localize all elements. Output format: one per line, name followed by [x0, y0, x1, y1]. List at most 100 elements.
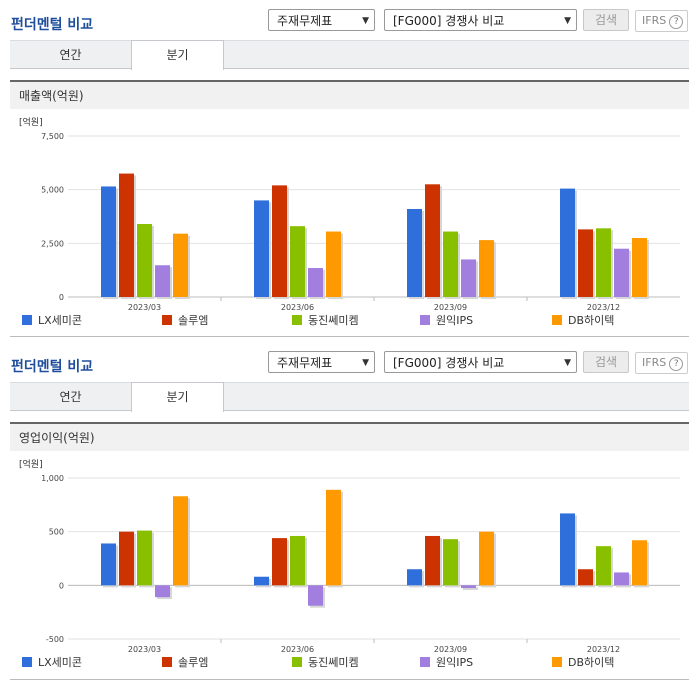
- x-tick-label: 2023/03: [128, 645, 161, 654]
- bar: [632, 237, 647, 297]
- y-tick-label: -500: [46, 635, 64, 644]
- ifrs-help-button[interactable]: IFRS?: [635, 352, 688, 374]
- legend-item[interactable]: 원익IPS: [420, 655, 473, 671]
- bar: [173, 233, 188, 297]
- help-icon: ?: [669, 357, 684, 371]
- x-tick-label: 2023/12: [587, 303, 620, 312]
- bar: [101, 543, 116, 586]
- section-divider: [10, 336, 689, 337]
- bar: [425, 184, 440, 297]
- legend-swatch: [552, 657, 562, 667]
- chart-panel-title: 영업이익(억원): [10, 422, 689, 451]
- fundamental-section-2: 펀더멘털 비교 주재무제표 ▼ [FG000] 경쟁사 비교 ▼ 검색 IFRS? …: [0, 342, 696, 684]
- chart-legend: LX세미콘 솔루엠 동진쎄미켐 원익IPS DB하이텍: [22, 313, 682, 329]
- legend-item[interactable]: 동진쎄미켐: [292, 655, 359, 671]
- bar: [461, 585, 476, 589]
- legend-label: 솔루엠: [178, 314, 209, 327]
- bar: [326, 231, 341, 297]
- legend-item[interactable]: 원익IPS: [420, 313, 473, 329]
- tab-annual[interactable]: 연간: [59, 390, 82, 404]
- bar: [308, 585, 323, 606]
- y-tick-label: 5,000: [41, 186, 64, 195]
- bar: [614, 572, 629, 586]
- unit-label: [억원]: [19, 458, 43, 470]
- bar: [290, 535, 305, 586]
- y-tick-label: 0: [59, 581, 64, 590]
- chevron-down-icon: ▼: [564, 358, 571, 368]
- x-tick-label: 2023/12: [587, 645, 620, 654]
- search-button[interactable]: 검색: [583, 9, 629, 31]
- legend-item[interactable]: DB하이텍: [552, 313, 614, 329]
- x-tick-label: 2023/06: [281, 303, 314, 312]
- bar: [101, 186, 116, 297]
- bar: [407, 569, 422, 586]
- bar: [632, 540, 647, 586]
- tab-quarterly[interactable]: 분기: [131, 40, 224, 70]
- operating-profit-chart: [억원] 1,000 500 0 -500 2023/03 2023/06 2023/09 20…: [19, 458, 680, 654]
- bar-shadow: [463, 587, 478, 591]
- x-tick-label: 2023/06: [281, 645, 314, 654]
- legend-item[interactable]: 동진쎄미켐: [292, 313, 359, 329]
- section-title: 펀더멘털 비교: [11, 17, 94, 33]
- search-button[interactable]: 검색: [583, 351, 629, 373]
- chevron-down-icon: ▼: [362, 16, 369, 26]
- legend-swatch: [552, 315, 562, 325]
- legend-label: 솔루엠: [178, 656, 209, 669]
- bar: [155, 265, 170, 297]
- legend-label: LX세미콘: [38, 656, 83, 669]
- bar: [254, 200, 269, 297]
- fundamental-section-1: 펀더멘털 비교 주재무제표 ▼ [FG000] 경쟁사 비교 ▼ 검색 IFRS? …: [0, 0, 696, 340]
- bar: [119, 173, 134, 297]
- bar: [308, 268, 323, 297]
- y-tick-label: 7,500: [41, 132, 64, 141]
- tab-annual[interactable]: 연간: [59, 48, 82, 62]
- legend-item[interactable]: DB하이텍: [552, 655, 614, 671]
- x-tick-label: 2023/09: [434, 645, 467, 654]
- bar: [326, 489, 341, 586]
- bar: [119, 531, 134, 586]
- peer-group-select[interactable]: [FG000] 경쟁사 비교 ▼: [384, 351, 577, 373]
- legend-label: 원익IPS: [436, 656, 474, 669]
- legend-label: 동진쎄미켐: [308, 314, 359, 327]
- x-tick-label: 2023/09: [434, 303, 467, 312]
- legend-label: LX세미콘: [38, 314, 83, 327]
- bar: [443, 231, 458, 297]
- bar: [614, 248, 629, 297]
- bar: [479, 531, 494, 586]
- legend-swatch: [420, 657, 430, 667]
- legend-swatch: [22, 315, 32, 325]
- legend-swatch: [420, 315, 430, 325]
- bar: [560, 513, 575, 586]
- legend-item[interactable]: LX세미콘: [22, 313, 82, 329]
- legend-label: DB하이텍: [568, 656, 615, 669]
- bar: [425, 535, 440, 586]
- bar: [137, 530, 152, 586]
- chevron-down-icon: ▼: [362, 358, 369, 368]
- bar: [479, 240, 494, 297]
- bar: [578, 229, 593, 297]
- bar: [290, 226, 305, 297]
- bar: [272, 538, 287, 586]
- section-title: 펀더멘털 비교: [11, 359, 94, 375]
- select-value: 주재무제표: [277, 356, 333, 370]
- peer-group-select[interactable]: [FG000] 경쟁사 비교 ▼: [384, 9, 577, 31]
- help-icon: ?: [669, 15, 684, 29]
- legend-item[interactable]: 솔루엠: [162, 313, 208, 329]
- bar: [596, 546, 611, 586]
- bar: [407, 208, 422, 297]
- ifrs-help-button[interactable]: IFRS?: [635, 10, 688, 32]
- legend-item[interactable]: 솔루엠: [162, 655, 208, 671]
- select-value: [FG000] 경쟁사 비교: [393, 356, 505, 370]
- chart-panel-title: 매출액(억원): [10, 80, 689, 109]
- legend-label: DB하이텍: [568, 314, 615, 327]
- legend-label: 원익IPS: [436, 314, 474, 327]
- statement-type-select[interactable]: 주재무제표 ▼: [268, 351, 375, 373]
- bar: [254, 576, 269, 586]
- tab-quarterly[interactable]: 분기: [131, 382, 224, 412]
- y-tick-label: 2,500: [41, 239, 64, 248]
- legend-label: 동진쎄미켐: [308, 656, 359, 669]
- legend-item[interactable]: LX세미콘: [22, 655, 82, 671]
- statement-type-select[interactable]: 주재무제표 ▼: [268, 9, 375, 31]
- legend-swatch: [292, 315, 302, 325]
- chevron-down-icon: ▼: [564, 16, 571, 26]
